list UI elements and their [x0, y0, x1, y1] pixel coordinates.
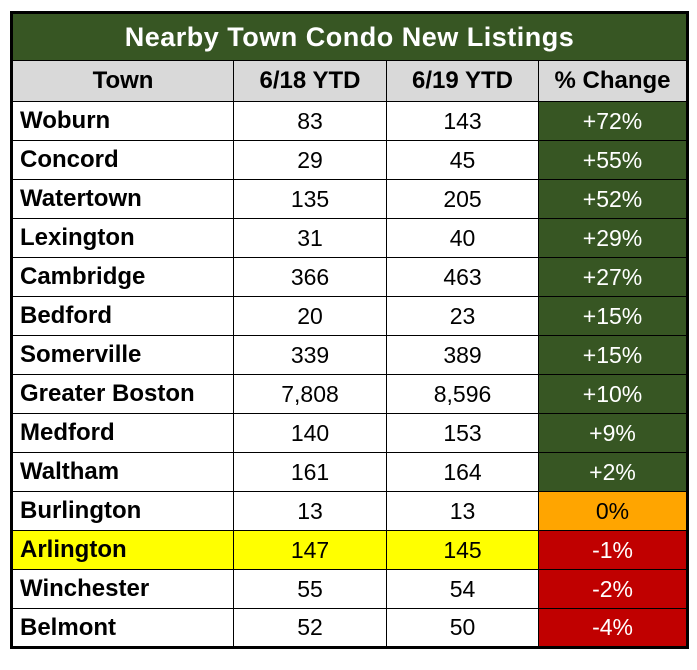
ytd-2018-cell: 140 — [233, 413, 387, 453]
pct-change-cell: 0% — [537, 491, 689, 531]
ytd-2018-cell: 52 — [233, 608, 387, 648]
town-cell: Woburn — [11, 101, 234, 141]
ytd-2018-cell: 29 — [233, 140, 387, 180]
pct-change-cell: +9% — [537, 413, 689, 453]
table-row: Burlington 13 13 0% — [11, 491, 689, 531]
town-cell: Bedford — [11, 296, 234, 336]
ytd-2019-cell: 205 — [386, 179, 539, 219]
pct-change-cell: +15% — [537, 335, 689, 375]
ytd-2018-cell: 135 — [233, 179, 387, 219]
ytd-2019-cell: 40 — [386, 218, 539, 258]
ytd-2019-cell: 463 — [386, 257, 539, 297]
pct-change-cell: +72% — [537, 101, 689, 141]
table-body: Woburn 83 143 +72% Concord 29 45 +55% Watertown 1… — [11, 101, 689, 648]
table-row: Winchester 55 54 -2% — [11, 569, 689, 609]
pct-change-cell: -2% — [537, 569, 689, 609]
pct-change-cell: -4% — [537, 608, 689, 648]
pct-change-cell: +29% — [537, 218, 689, 258]
column-header-pct-change: % Change — [537, 60, 689, 102]
ytd-2018-cell: 20 — [233, 296, 387, 336]
ytd-2019-cell: 50 — [386, 608, 539, 648]
table-row: Lexington 31 40 +29% — [11, 218, 689, 258]
table-row: Somerville 339 389 +15% — [11, 335, 689, 375]
town-cell: Waltham — [11, 452, 234, 492]
town-cell: Somerville — [11, 335, 234, 375]
town-cell: Winchester — [11, 569, 234, 609]
column-header-row: Town 6/18 YTD 6/19 YTD % Change — [11, 60, 689, 102]
table-title: Nearby Town Condo New Listings — [10, 12, 689, 61]
ytd-2019-cell: 13 — [386, 491, 539, 531]
ytd-2018-cell: 147 — [233, 530, 387, 570]
town-cell: Burlington — [11, 491, 234, 531]
ytd-2018-cell: 366 — [233, 257, 387, 297]
table-row: Waltham 161 164 +2% — [11, 452, 689, 492]
table-row: Greater Boston 7,808 8,596 +10% — [11, 374, 689, 414]
ytd-2018-cell: 161 — [233, 452, 387, 492]
pct-change-cell: +15% — [537, 296, 689, 336]
town-cell: Cambridge — [11, 257, 234, 297]
table-row: Woburn 83 143 +72% — [11, 101, 689, 141]
pct-change-cell: +10% — [537, 374, 689, 414]
pct-change-cell: +52% — [537, 179, 689, 219]
ytd-2019-cell: 45 — [386, 140, 539, 180]
ytd-2018-cell: 339 — [233, 335, 387, 375]
table-row: Belmont 52 50 -4% — [11, 608, 689, 648]
ytd-2019-cell: 164 — [386, 452, 539, 492]
ytd-2018-cell: 13 — [233, 491, 387, 531]
table-row: Bedford 20 23 +15% — [11, 296, 689, 336]
town-cell: Concord — [11, 140, 234, 180]
town-cell: Medford — [11, 413, 234, 453]
ytd-2019-cell: 145 — [386, 530, 539, 570]
table-row: Concord 29 45 +55% — [11, 140, 689, 180]
pct-change-cell: +55% — [537, 140, 689, 180]
ytd-2019-cell: 8,596 — [386, 374, 539, 414]
column-header-town: Town — [11, 60, 234, 102]
table-row: Watertown 135 205 +52% — [11, 179, 689, 219]
town-cell: Belmont — [11, 608, 234, 648]
ytd-2018-cell: 31 — [233, 218, 387, 258]
ytd-2019-cell: 389 — [386, 335, 539, 375]
title-row: Nearby Town Condo New Listings — [10, 12, 689, 61]
table-row: Cambridge 366 463 +27% — [11, 257, 689, 297]
town-cell: Watertown — [11, 179, 234, 219]
ytd-2019-cell: 54 — [386, 569, 539, 609]
pct-change-cell: +2% — [537, 452, 689, 492]
column-header-ytd-2019: 6/19 YTD — [386, 60, 539, 102]
ytd-2018-cell: 55 — [233, 569, 387, 609]
listings-table: Nearby Town Condo New Listings Town 6/18… — [10, 11, 690, 649]
ytd-2018-cell: 7,808 — [233, 374, 387, 414]
column-header-ytd-2018: 6/18 YTD — [233, 60, 387, 102]
table-row: Arlington 147 145 -1% — [11, 530, 689, 570]
pct-change-cell: +27% — [537, 257, 689, 297]
ytd-2018-cell: 83 — [233, 101, 387, 141]
ytd-2019-cell: 143 — [386, 101, 539, 141]
town-cell: Greater Boston — [11, 374, 234, 414]
town-cell: Lexington — [11, 218, 234, 258]
town-cell: Arlington — [11, 530, 234, 570]
table-row: Medford 140 153 +9% — [11, 413, 689, 453]
pct-change-cell: -1% — [537, 530, 689, 570]
ytd-2019-cell: 23 — [386, 296, 539, 336]
ytd-2019-cell: 153 — [386, 413, 539, 453]
